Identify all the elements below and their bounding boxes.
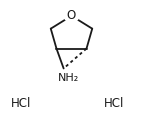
Circle shape	[64, 10, 79, 22]
Text: NH₂: NH₂	[58, 73, 79, 83]
Text: O: O	[67, 9, 76, 22]
Circle shape	[59, 70, 78, 85]
Text: HCl: HCl	[104, 97, 125, 110]
Text: HCl: HCl	[11, 97, 32, 110]
